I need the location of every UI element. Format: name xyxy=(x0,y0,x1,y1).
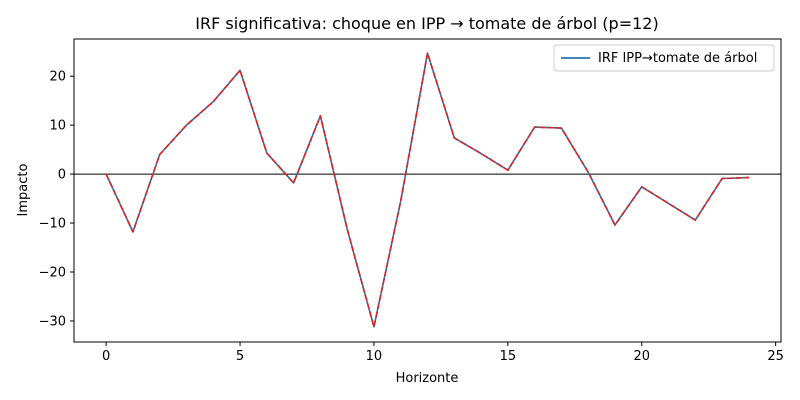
y-tick-label: −10 xyxy=(39,217,66,232)
series-line-1 xyxy=(105,52,749,328)
x-tick-label: 25 xyxy=(767,349,784,364)
series-line-2 xyxy=(105,52,749,328)
x-axis-ticks: 0 5 10 15 20 25 xyxy=(102,342,784,364)
legend-box xyxy=(553,44,775,72)
x-tick-label: 0 xyxy=(102,349,110,364)
y-axis-label: Impacto xyxy=(16,164,31,217)
x-tick-label: 20 xyxy=(633,349,650,364)
y-tick-label: 10 xyxy=(49,119,66,134)
y-tick-label: 0 xyxy=(58,168,66,183)
legend: IRF IPP→tomate de árbol xyxy=(553,44,775,72)
chart-title: IRF significativa: choque en IPP → tomat… xyxy=(195,14,658,33)
y-tick-label: −30 xyxy=(39,314,66,329)
y-tick-label: 20 xyxy=(49,70,66,85)
series-line-0 xyxy=(105,52,749,328)
x-tick-label: 5 xyxy=(236,349,244,364)
y-axis-ticks: −30 −20 −10 0 10 20 xyxy=(39,70,74,329)
x-axis-label: Horizonte xyxy=(396,371,459,386)
y-tick-label: −20 xyxy=(39,266,66,281)
x-tick-label: 10 xyxy=(366,349,383,364)
legend-label: IRF IPP→tomate de árbol xyxy=(598,51,757,66)
x-tick-label: 15 xyxy=(500,349,517,364)
plot-frame xyxy=(73,38,782,343)
series-group xyxy=(105,52,749,328)
